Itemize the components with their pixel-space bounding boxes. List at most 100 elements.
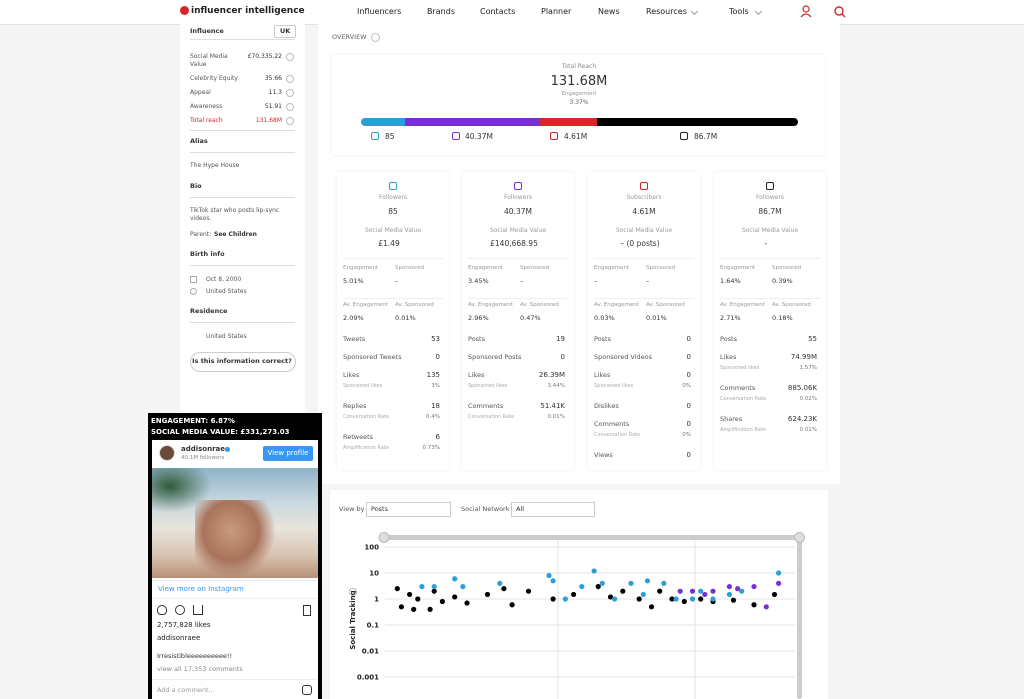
- stat-label: Dislikes: [594, 402, 619, 410]
- post-followers: 40.1M followers: [181, 455, 225, 461]
- correct-button-label[interactable]: Is this information correct?: [192, 357, 292, 365]
- smv-label: Social Media Value: [364, 227, 422, 234]
- network-select[interactable]: All: [516, 505, 525, 513]
- data-point: [726, 591, 732, 598]
- audience: 85: [388, 207, 398, 216]
- engagement: 3.45%: [468, 277, 489, 285]
- divider: [152, 598, 318, 599]
- select[interactable]: [511, 502, 595, 517]
- platform-reach: 86.7M: [694, 132, 718, 141]
- data-point: [644, 578, 650, 584]
- stat-value: 51.41K: [540, 402, 565, 410]
- sponsored-label: Sponsored: [520, 265, 550, 271]
- nav-item[interactable]: Brands: [427, 7, 455, 16]
- data-point: [730, 597, 737, 603]
- divider: [190, 152, 295, 153]
- control-label: View by: [339, 505, 365, 513]
- stat-label: Posts: [468, 335, 485, 343]
- y-tick-label: 1: [374, 596, 379, 604]
- info-icon: [349, 588, 357, 596]
- logo[interactable]: influencer intelligence: [191, 6, 305, 16]
- plot-area: [385, 539, 795, 699]
- data-point: [591, 568, 597, 574]
- metric-label: Social Media Value: [190, 53, 228, 69]
- stat-label: Sponsored Posts: [468, 353, 522, 361]
- stat-label: Posts: [720, 335, 737, 343]
- y-axis-label: Social Tracking: [349, 590, 357, 649]
- nav-item[interactable]: Contacts: [480, 7, 516, 16]
- avatar: [159, 445, 175, 461]
- search-icon[interactable]: [834, 6, 844, 16]
- stat-value: 18: [431, 402, 440, 410]
- select[interactable]: [366, 502, 451, 517]
- stat-sub-value: 0.02%: [799, 396, 817, 402]
- parent-link[interactable]: See Children: [214, 231, 257, 238]
- correct-button[interactable]: [190, 352, 296, 372]
- stat-label: Tweets: [343, 335, 366, 343]
- data-point: [735, 586, 741, 592]
- view-by-select[interactable]: Posts: [371, 505, 388, 513]
- post-engagement: ENGAGEMENT: 6.87%: [151, 417, 235, 425]
- stat-label: Retweets: [343, 433, 374, 441]
- metric-value: 51.91: [264, 103, 282, 110]
- total-reach: 131.68M: [550, 74, 608, 89]
- view-more-link[interactable]: View more on Instagram: [158, 585, 244, 593]
- stat-value: 0: [686, 402, 691, 410]
- data-point: [739, 588, 745, 594]
- region-badge: [274, 25, 296, 38]
- data-point: [562, 596, 568, 602]
- search-icon-handle: [841, 13, 846, 18]
- audience: 4.61M: [632, 207, 656, 216]
- data-point: [579, 583, 585, 590]
- nav-icons: [800, 5, 846, 18]
- user-icon[interactable]: [802, 5, 810, 13]
- engagement: 3.37%: [569, 99, 589, 106]
- smv-label: Social Media Value: [615, 227, 673, 234]
- data-point: [431, 583, 437, 590]
- view-profile-button[interactable]: [263, 446, 313, 461]
- nav-item[interactable]: Influencers: [357, 7, 402, 16]
- engagement-label: Engagement: [561, 91, 597, 97]
- platform-icon: [389, 182, 397, 190]
- data-point: [501, 586, 507, 592]
- metric-value: 35.66: [264, 75, 282, 82]
- data-point: [657, 588, 663, 594]
- caption-user: addisonraee: [157, 634, 201, 642]
- nav-item[interactable]: Tools: [729, 7, 749, 16]
- data-point: [427, 606, 433, 612]
- nav-item[interactable]: Planner: [541, 7, 572, 16]
- metric-value: £70,335.22: [247, 53, 282, 60]
- comment-icon: [175, 605, 185, 615]
- data-point: [509, 602, 515, 608]
- section-title: Bio: [190, 182, 202, 190]
- platform-reach: 85: [385, 132, 395, 141]
- data-point: [771, 591, 778, 598]
- avg-sponsored: 0.01%: [395, 314, 416, 322]
- stat-sub-label: Conversation Rate: [343, 414, 390, 420]
- sponsored: –: [646, 277, 650, 285]
- platform-reach: 4.61M: [564, 132, 588, 141]
- reach-bar-twitter: [361, 118, 408, 126]
- stat-sub-value: 1.57%: [799, 365, 817, 371]
- stat-sub-label: Sponsored likes: [594, 383, 634, 389]
- platform-icon: [514, 182, 522, 190]
- data-point: [698, 596, 704, 602]
- view-comments[interactable]: view all 17,353 comments: [157, 665, 243, 673]
- avg-engagement-label: Av. Engagement: [468, 302, 513, 308]
- platform-icon: [452, 132, 460, 140]
- stat-value: 0: [686, 335, 691, 343]
- avg-engagement-label: Av. Engagement: [594, 302, 639, 308]
- birth-place: United States: [206, 288, 247, 295]
- view-profile-label[interactable]: View profile: [267, 449, 309, 457]
- nav-item[interactable]: News: [598, 7, 620, 16]
- overview-title: OVERVIEW: [332, 33, 367, 41]
- avg-engagement: 2.96%: [468, 314, 489, 322]
- nav-item[interactable]: Resources: [646, 7, 687, 16]
- data-point: [669, 596, 675, 602]
- add-comment[interactable]: Add a comment...: [157, 686, 215, 694]
- post-username[interactable]: addisonraee: [181, 445, 230, 453]
- overview-card: [332, 55, 825, 155]
- divider: [190, 39, 295, 40]
- engagement: 1.64%: [720, 277, 741, 285]
- stat-label: Replies: [343, 402, 367, 410]
